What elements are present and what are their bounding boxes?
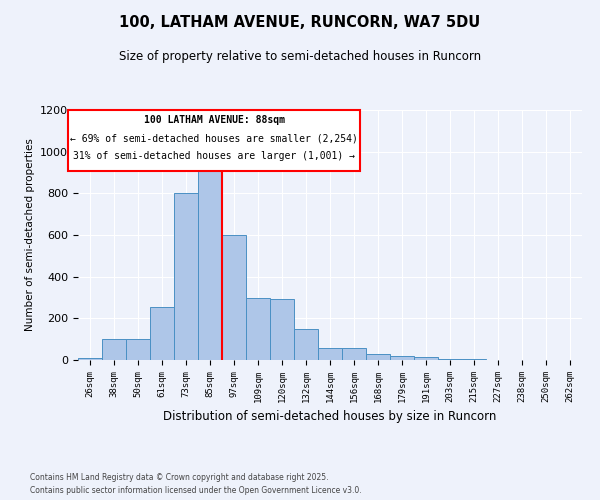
Bar (126, 339, 150, 360)
Text: ← 69% of semi-detached houses are smaller (2,254): ← 69% of semi-detached houses are smalle… (70, 134, 358, 144)
X-axis label: Distribution of semi-detached houses by size in Runcorn: Distribution of semi-detached houses by … (163, 410, 497, 424)
Bar (102, 339, 126, 360)
Bar (318, 348, 342, 360)
Bar (366, 354, 390, 360)
FancyBboxPatch shape (68, 110, 360, 171)
Bar (222, 235, 246, 360)
Text: 100, LATHAM AVENUE, RUNCORN, WA7 5DU: 100, LATHAM AVENUE, RUNCORN, WA7 5DU (119, 15, 481, 30)
Bar (342, 348, 366, 360)
Text: 31% of semi-detached houses are larger (1,001) →: 31% of semi-detached houses are larger (… (73, 151, 355, 161)
Bar (78, 358, 102, 360)
Bar (198, 162, 222, 360)
Text: 100 LATHAM AVENUE: 88sqm: 100 LATHAM AVENUE: 88sqm (143, 115, 284, 125)
Bar (390, 356, 414, 360)
Bar (174, 194, 198, 360)
Bar (270, 298, 294, 360)
Text: Contains HM Land Registry data © Crown copyright and database right 2025.: Contains HM Land Registry data © Crown c… (30, 474, 329, 482)
Y-axis label: Number of semi-detached properties: Number of semi-detached properties (25, 138, 35, 332)
Bar (414, 357, 438, 360)
Bar (438, 358, 462, 360)
Bar (246, 298, 270, 360)
Bar (294, 329, 318, 360)
Bar (150, 307, 174, 360)
Text: Size of property relative to semi-detached houses in Runcorn: Size of property relative to semi-detach… (119, 50, 481, 63)
Text: Contains public sector information licensed under the Open Government Licence v3: Contains public sector information licen… (30, 486, 362, 495)
